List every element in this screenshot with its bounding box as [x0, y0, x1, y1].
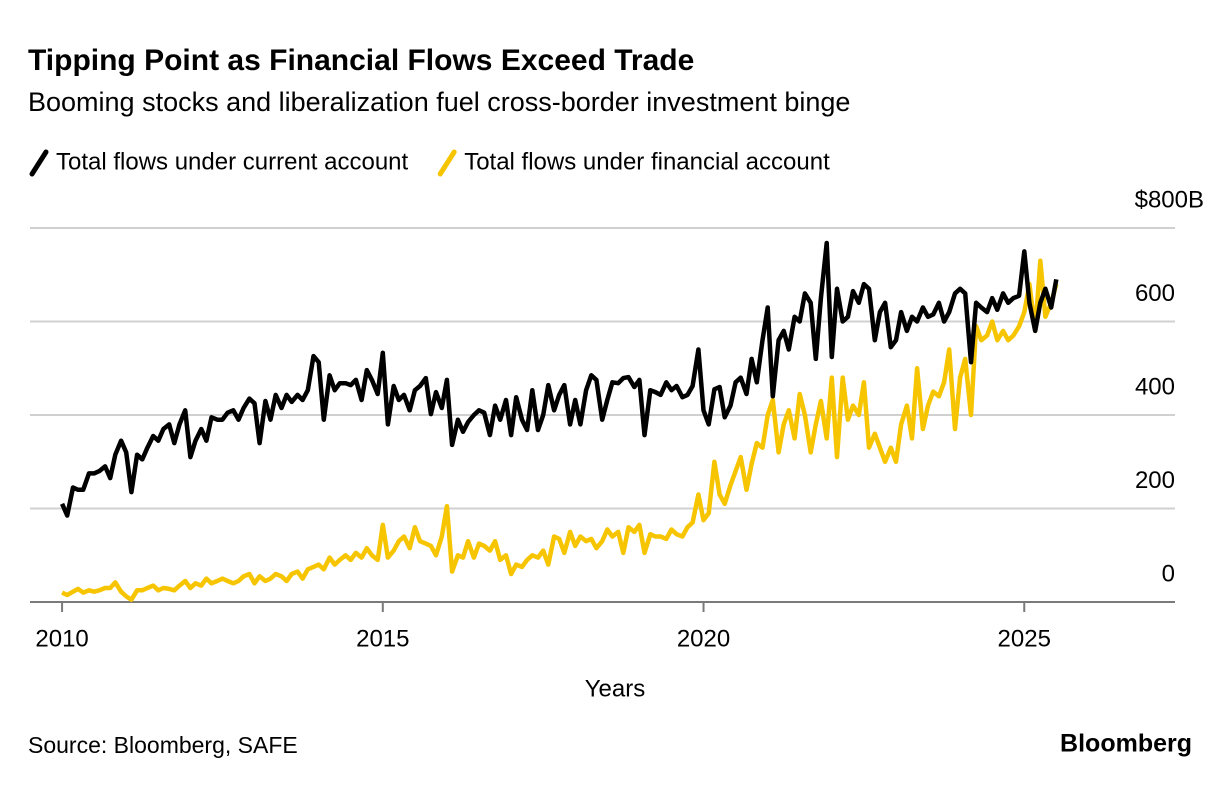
chart-subtitle: Booming stocks and liberalization fuel c… — [28, 87, 850, 117]
x-tick-label: 2020 — [677, 625, 730, 652]
legend-label: Total flows under financial account — [464, 148, 830, 175]
series-line — [61, 258, 1059, 602]
x-tick-label: 2010 — [35, 625, 88, 652]
y-tick-label: 600 — [1135, 280, 1175, 307]
x-axis-label: Years — [585, 675, 646, 702]
source: Source: Bloomberg, SAFE — [28, 732, 298, 758]
y-tick-label: 0 — [1162, 560, 1175, 587]
y-tick-label: 200 — [1135, 467, 1175, 494]
brand: Bloomberg — [1060, 730, 1192, 758]
x-tick-label: 2025 — [998, 625, 1051, 652]
chart-title: Tipping Point as Financial Flows Exceed … — [28, 44, 694, 77]
legend-swatch — [437, 149, 457, 177]
y-tick-label: $800B — [1135, 186, 1204, 213]
legend-swatch — [29, 149, 49, 177]
series-line — [60, 240, 1059, 518]
y-tick-label: 400 — [1135, 373, 1175, 400]
x-tick-label: 2015 — [356, 625, 409, 652]
legend-label: Total flows under current account — [56, 148, 409, 175]
